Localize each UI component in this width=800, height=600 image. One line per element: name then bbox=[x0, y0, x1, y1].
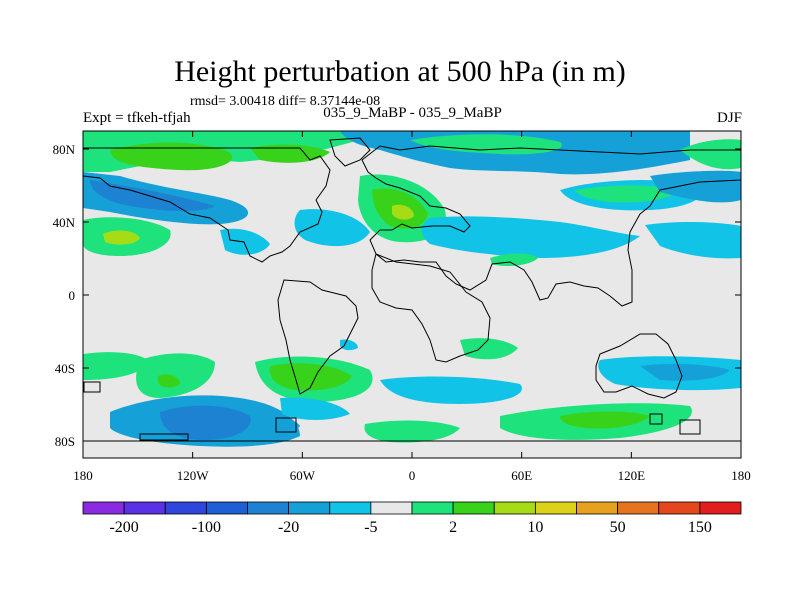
contour-region bbox=[294, 209, 370, 247]
map-title: Height perturbation at 500 hPa (in m) bbox=[174, 55, 626, 88]
contour-region bbox=[136, 353, 215, 398]
coastline-africa bbox=[371, 253, 491, 363]
rmsd-stats: rmsd= 3.00418 diff= 8.37144e-08 bbox=[190, 94, 381, 109]
colorbar-swatch bbox=[658, 501, 701, 515]
colorbar-label: -5 bbox=[364, 519, 377, 536]
contour-region bbox=[392, 204, 414, 220]
contour-region bbox=[560, 411, 650, 429]
lon-tick-label: 0 bbox=[409, 468, 416, 483]
colorbar-swatch bbox=[617, 501, 660, 515]
contour-region bbox=[650, 170, 741, 203]
lon-tick-label: 120E bbox=[618, 468, 646, 483]
coastline-australia bbox=[595, 333, 683, 399]
contour-region bbox=[421, 216, 640, 258]
coastline-antarctica-edge bbox=[139, 433, 189, 441]
experiment-label: Expt = tfkeh-tfjah bbox=[83, 110, 191, 126]
continent-outlines bbox=[83, 137, 741, 442]
colorbar-swatch bbox=[82, 501, 125, 515]
colorbar-swatch bbox=[576, 501, 619, 515]
colorbar-swatch bbox=[534, 501, 577, 515]
colorbar-swatch bbox=[329, 501, 372, 515]
contour-region bbox=[364, 420, 460, 443]
contour-region bbox=[103, 230, 140, 245]
coastline-south-america bbox=[277, 279, 359, 395]
contour-region bbox=[410, 134, 562, 155]
coastline-north-america bbox=[83, 147, 331, 263]
colorbar-label: -200 bbox=[109, 519, 138, 536]
contour-region bbox=[83, 352, 150, 380]
contour-region bbox=[280, 397, 350, 420]
colorbar-swatch bbox=[247, 501, 290, 515]
contour-region bbox=[158, 374, 180, 388]
colorbar-label: -20 bbox=[278, 519, 299, 536]
contour-region bbox=[160, 405, 251, 440]
contour-region bbox=[250, 144, 330, 163]
colorbar-label: 2 bbox=[449, 519, 457, 536]
colorbar-swatch bbox=[699, 501, 742, 515]
lat-tick-label: 40S bbox=[55, 361, 75, 376]
contour-region bbox=[575, 185, 680, 203]
colorbar-swatch bbox=[370, 501, 413, 515]
colorbar-swatch bbox=[288, 501, 331, 515]
lat-tick-label: 0 bbox=[69, 288, 76, 303]
colorbar-swatch bbox=[493, 501, 536, 515]
contour-region bbox=[680, 139, 741, 170]
contour-region bbox=[645, 222, 741, 259]
colorbar-label: 150 bbox=[688, 519, 712, 536]
colorbar-swatch bbox=[452, 501, 495, 515]
contour-region bbox=[460, 338, 518, 360]
latitude-axis: 80N 40N 0 40S 80S bbox=[53, 142, 741, 449]
colorbar-swatch bbox=[164, 501, 207, 515]
lon-tick-label: 120W bbox=[177, 468, 210, 483]
coastline-eurasia bbox=[361, 145, 741, 307]
lat-tick-label: 80N bbox=[53, 142, 76, 157]
contour-region bbox=[380, 376, 522, 404]
contour-region bbox=[269, 363, 352, 391]
colorbar-swatch bbox=[205, 501, 248, 515]
colorbar-labels: -200 -100 -20 -5 2 10 50 150 bbox=[109, 519, 711, 536]
contour-region bbox=[220, 228, 270, 255]
lat-tick-label: 80S bbox=[55, 434, 75, 449]
contour-region bbox=[110, 142, 233, 171]
lon-tick-label: 60E bbox=[511, 468, 532, 483]
contour-region bbox=[260, 417, 300, 434]
colorbar-label: 50 bbox=[610, 519, 626, 536]
contour-region bbox=[640, 363, 730, 381]
season-label: DJF bbox=[716, 110, 742, 126]
colorbar-swatch bbox=[411, 501, 454, 515]
lon-tick-label: 180 bbox=[73, 468, 93, 483]
lon-tick-label: 180 bbox=[731, 468, 751, 483]
colorbar-label: 10 bbox=[527, 519, 543, 536]
lat-tick-label: 40N bbox=[53, 215, 76, 230]
coastline-greenland bbox=[329, 137, 371, 167]
lon-tick-label: 60W bbox=[290, 468, 316, 483]
colorbar bbox=[82, 501, 742, 515]
colorbar-swatch bbox=[123, 501, 166, 515]
longitude-axis: 180 120W 60W 0 60E 120E 180 bbox=[73, 131, 751, 483]
case-label: 035_9_MaBP - 035_9_MaBP bbox=[323, 105, 502, 121]
colorbar-label: -100 bbox=[192, 519, 221, 536]
contour-region bbox=[340, 339, 358, 351]
contour-field bbox=[83, 131, 741, 458]
coastline-islands bbox=[83, 381, 701, 435]
